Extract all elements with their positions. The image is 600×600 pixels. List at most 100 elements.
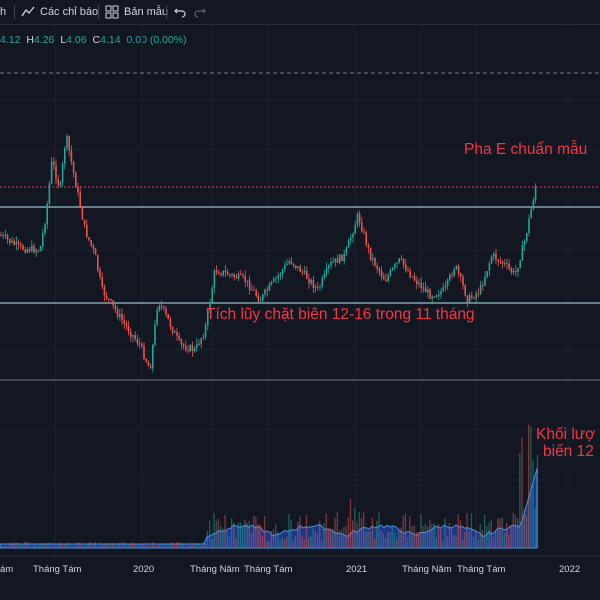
candle-body <box>367 244 370 248</box>
candle-body <box>512 270 515 273</box>
volume-bar <box>407 537 409 548</box>
volume-bar <box>437 524 440 548</box>
volume-bar <box>266 541 268 548</box>
volume-bar <box>521 437 523 548</box>
candle-body <box>330 262 332 266</box>
candle-body <box>442 287 444 292</box>
candle-body <box>528 218 530 234</box>
toolbar-divider <box>98 5 99 19</box>
volume-annotation-line1[interactable]: Khối lượ <box>536 426 596 443</box>
volume-bar <box>253 515 255 548</box>
candle-body <box>398 258 400 263</box>
candle-body <box>279 274 282 276</box>
volume-series <box>0 424 539 549</box>
volume-bar <box>182 543 184 548</box>
phase-e-annotation[interactable]: Pha E chuẩn mẫu <box>464 141 588 158</box>
volume-bar <box>178 542 180 548</box>
candle-body <box>229 274 231 276</box>
volume-bar <box>468 531 470 548</box>
time-label: Tháng Năm <box>402 564 452 575</box>
volume-bar <box>77 542 79 548</box>
volume-bar <box>136 545 138 548</box>
candle-body <box>389 269 392 276</box>
volume-bar <box>160 545 162 548</box>
indicators-button[interactable]: Các chỉ báo <box>20 4 98 20</box>
candle-body <box>169 319 172 327</box>
volume-bar <box>523 508 525 548</box>
candle-body <box>488 263 491 272</box>
candle-body <box>187 350 189 352</box>
volume-bar <box>398 530 400 548</box>
candle-body <box>244 276 246 282</box>
candle-body <box>178 335 180 340</box>
templates-button[interactable]: Bản mẫu <box>104 4 168 20</box>
volume-bar <box>165 545 167 548</box>
candle-body <box>321 277 323 287</box>
volume-bar <box>501 517 503 548</box>
volume-bar <box>275 523 277 548</box>
accumulation-annotation[interactable]: Tích lũy chặt biên 12-16 trong 11 tháng <box>206 306 475 323</box>
volume-bar <box>391 526 393 548</box>
volume-bar <box>448 522 451 548</box>
candle-body <box>262 294 264 301</box>
toolbar-divider <box>14 5 15 19</box>
candle-body <box>125 323 128 327</box>
redo-icon[interactable] <box>192 4 208 20</box>
volume-bar <box>257 524 259 548</box>
candle-body <box>218 272 220 275</box>
volume-bar <box>354 507 356 548</box>
undo-icon[interactable] <box>172 4 188 20</box>
time-axis[interactable]: ám Tháng Tám 2020 Tháng Năm Tháng Tám 20… <box>0 556 600 600</box>
volume-bar <box>532 460 534 548</box>
candle-body <box>374 258 376 266</box>
candle-body <box>160 305 163 307</box>
candle-body <box>26 249 29 253</box>
candle-body <box>319 286 321 288</box>
candle-body <box>286 263 288 265</box>
candle-body <box>42 232 44 247</box>
volume-bar <box>380 531 382 548</box>
candle-body <box>440 291 442 295</box>
open-value: 4.12 <box>0 34 21 46</box>
volume-bar <box>134 544 136 548</box>
volume-bar <box>151 542 154 548</box>
candle-body <box>90 239 92 246</box>
candle-body <box>185 346 187 351</box>
candle-body <box>334 258 337 263</box>
volume-bar <box>85 544 88 548</box>
volume-bar <box>393 532 396 548</box>
interval-button[interactable]: h <box>0 4 6 20</box>
volume-bar <box>429 520 431 548</box>
volume-bar <box>420 514 422 548</box>
candle-body <box>497 259 499 262</box>
candle-body <box>466 295 469 303</box>
volume-bar <box>488 522 490 548</box>
volume-bar <box>387 531 389 548</box>
candle-body <box>103 286 106 296</box>
volume-bar <box>92 544 94 548</box>
candle-body <box>112 300 114 306</box>
volume-bar <box>457 514 459 548</box>
volume-bar <box>169 543 171 548</box>
volume-bar <box>94 542 96 548</box>
candle-body <box>306 270 308 279</box>
candle-body <box>361 222 363 232</box>
volume-bar <box>0 545 2 548</box>
candle-body <box>215 270 218 273</box>
candle-body <box>200 338 202 345</box>
volume-annotation-line2[interactable]: biến 12 <box>543 443 594 460</box>
candle-body <box>72 161 75 173</box>
volume-bar <box>530 426 532 548</box>
candle-body <box>22 245 24 250</box>
candle-body <box>526 233 528 242</box>
candle-body <box>438 294 440 296</box>
volume-bar <box>125 544 127 548</box>
candle-body <box>171 326 174 333</box>
candle-body <box>59 182 62 186</box>
volume-bar <box>376 520 378 548</box>
volume-bar <box>248 521 250 548</box>
candle-body <box>88 237 90 240</box>
volume-bar <box>525 514 528 548</box>
candle-body <box>312 279 315 288</box>
